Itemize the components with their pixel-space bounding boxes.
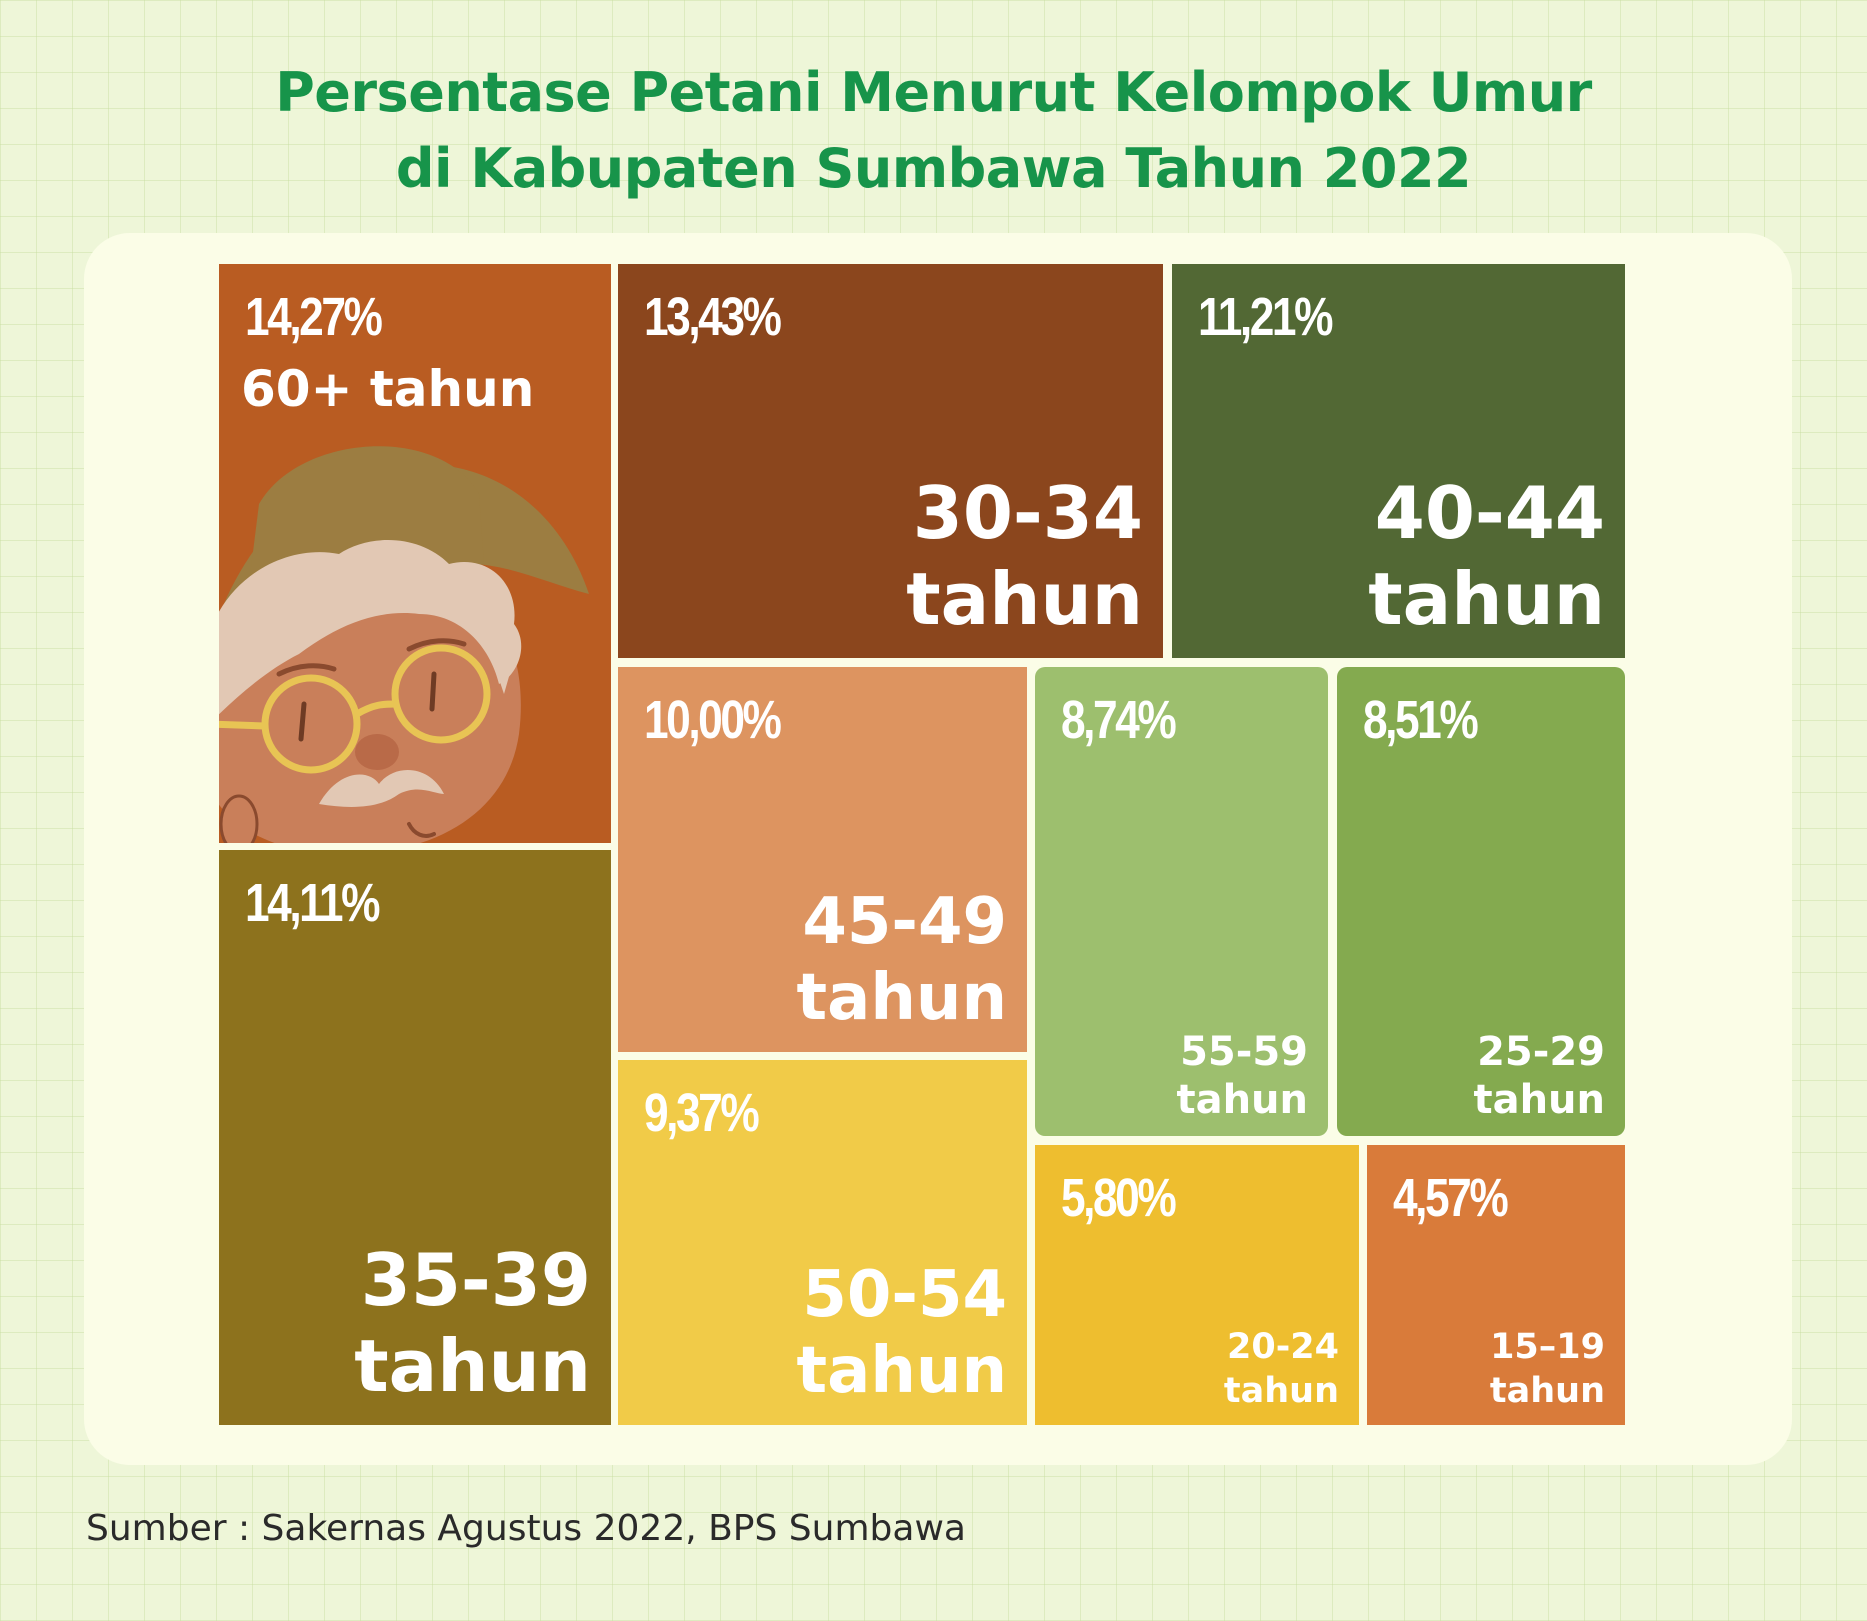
category-label-line1: 60+ tahun [241,360,535,418]
treemap-tile-20-24: 5,80% 20-24 tahun [1035,1145,1359,1425]
value-label: 4,57% [1393,1168,1509,1228]
treemap-tile-60plus: 14,27% 60+ tahun [219,264,611,843]
value-label: 9,37% [644,1083,760,1143]
category-label-line2: tahun [354,1324,591,1408]
category-label: 35-39 tahun [354,1237,591,1409]
category-label: 50-54 tahun [797,1257,1007,1409]
category-label: 40-44 tahun [1368,470,1605,642]
farmer-illustration-icon [219,446,589,843]
value-label: 8,51% [1363,690,1479,750]
category-label: 15–19 tahun [1490,1325,1605,1413]
category-label: 55-59 tahun [1176,1028,1308,1124]
category-label-line1: 25-29 [1477,1029,1605,1075]
category-label-line1: 15–19 [1490,1327,1605,1367]
source-note: Sumber : Sakernas Agustus 2022, BPS Sumb… [86,1508,966,1549]
chart-title: Persentase Petani Menurut Kelompok Umur … [0,55,1867,207]
value-label: 13,43% [644,287,782,347]
category-label-line1: 40-44 [1374,471,1605,555]
category-label-line2: tahun [796,1334,1007,1408]
category-label-line2: tahun [1368,557,1605,641]
value-label: 11,21% [1198,287,1333,347]
value-label: 10,00% [644,690,782,750]
category-label: 25-29 tahun [1473,1028,1605,1124]
category-label-line2: tahun [1176,1077,1308,1123]
category-label: 45-49 tahun [797,884,1007,1036]
value-label: 8,74% [1061,690,1177,750]
chart-title-line2: di Kabupaten Sumbawa Tahun 2022 [395,137,1472,200]
category-label-line1: 45-49 [802,885,1007,959]
treemap-tile-30-34: 13,43% 30-34 tahun [618,264,1163,658]
treemap-tile-25-29: 8,51% 25-29 tahun [1337,667,1625,1136]
category-label-line2: tahun [906,557,1143,641]
treemap-tile-55-59: 8,74% 55-59 tahun [1035,667,1328,1136]
category-label: 30-34 tahun [906,470,1143,642]
value-label: 5,80% [1061,1168,1177,1228]
category-label-line2: tahun [1223,1371,1339,1411]
category-label-line1: 35-39 [360,1238,591,1322]
category-label: 60+ tahun [241,359,534,419]
category-label-line2: tahun [796,961,1007,1035]
value-label: 14,27% [245,287,383,347]
treemap-tile-35-39: 14,11% 35-39 tahun [219,850,611,1425]
category-label-line1: 55-59 [1180,1029,1308,1075]
treemap-tile-50-54: 9,37% 50-54 tahun [618,1060,1027,1425]
treemap-tile-45-49: 10,00% 45-49 tahun [618,667,1027,1052]
category-label-line1: 50-54 [802,1258,1007,1332]
treemap-tile-15-19: 4,57% 15–19 tahun [1367,1145,1625,1425]
category-label: 20-24 tahun [1224,1325,1339,1413]
category-label-line2: tahun [1473,1077,1605,1123]
chart-title-line1: Persentase Petani Menurut Kelompok Umur [275,61,1592,124]
category-label-line2: tahun [1489,1371,1605,1411]
value-label: 14,11% [245,873,380,933]
category-label-line1: 20-24 [1227,1327,1339,1367]
category-label-line1: 30-34 [912,471,1143,555]
treemap-tile-40-44: 11,21% 40-44 tahun [1172,264,1625,658]
